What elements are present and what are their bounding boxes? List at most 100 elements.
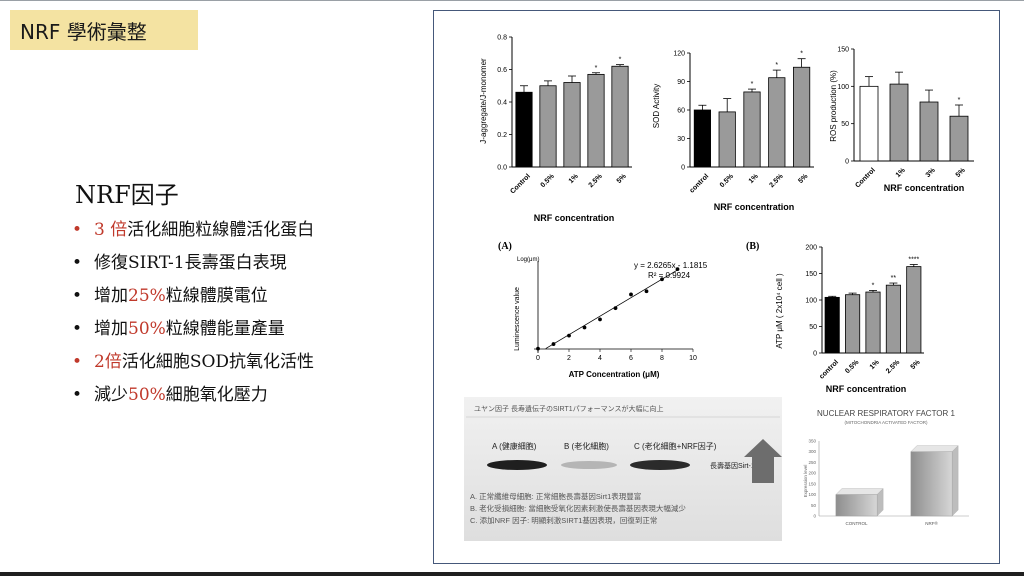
y-tick-label: 50 [809, 324, 817, 331]
y-tick-label: 0 [813, 514, 816, 519]
axis-label-x: NRF concentration [714, 202, 795, 212]
sirt1-blot-figure: ユヤン因子 長寿遺伝子のSIRT1パフォーマンスが大幅に向上 A (健康細胞) … [464, 397, 782, 541]
data-point [660, 277, 664, 282]
bar [515, 91, 533, 168]
slide-heading: NRF因子 [75, 181, 179, 209]
bar [919, 101, 939, 162]
bullet-text: 增加 [94, 319, 128, 339]
y-tick-label: 200 [808, 471, 816, 476]
y-tick-label: 300 [808, 449, 816, 454]
x-tick-label: Control [509, 173, 532, 196]
equation-label: y = 2.6265x - 1.1815 [634, 261, 708, 270]
bar [845, 294, 861, 354]
bullet-item: • 2倍活化細胞SOD抗氧化活性 [72, 346, 314, 379]
bottom-rule [0, 572, 1024, 576]
blot-band-strong [487, 460, 547, 470]
bullet-item: • 減少50%細胞氧化壓力 [72, 379, 314, 412]
y-tick-label: 90 [677, 79, 685, 86]
y-tick-label: 0 [845, 159, 849, 166]
y-tick-label: 0.8 [497, 35, 507, 42]
atp-content-chart: (B) ATP μM ( 2x10⁴ cell ) NRF concentrat… [746, 241, 924, 394]
bar [835, 494, 878, 517]
y-tick-label: 100 [805, 298, 817, 305]
bullet-dot: • [72, 385, 83, 405]
bar [768, 77, 786, 168]
bar [539, 85, 557, 168]
bar [743, 91, 761, 168]
bullet-dot: • [72, 319, 83, 339]
up-arrow-icon [744, 439, 782, 483]
blot-note: C. 添加NRF 因子: 明顯刺激SIRT1基因表現，回復到正常 [470, 515, 657, 525]
y-tick-label: 150 [805, 271, 817, 278]
bar [865, 291, 881, 354]
axis-label-y: Expression level [803, 465, 808, 498]
y-tick-label: 250 [808, 460, 816, 465]
x-tick-label: 5% [616, 172, 629, 185]
y-tick-label: 100 [837, 84, 849, 91]
bullet-text: 修復SIRT-1長壽蛋白表現 [94, 253, 287, 273]
y-tick-label: 0.2 [497, 132, 507, 139]
x-tick-label: 2.5% [768, 172, 785, 189]
x-tick-label: control [689, 173, 711, 195]
panel-label: (B) [746, 241, 759, 252]
x-tick-label: 1% [869, 358, 882, 371]
r2-label: R² = 0.9924 [648, 271, 691, 280]
x-tick-label: control [818, 359, 840, 381]
ros-production-chart: ROS production (%) NRF concentration 0 50… [829, 47, 974, 193]
y-tick-label: 0.0 [497, 165, 507, 172]
bullet-text: 減少 [94, 385, 128, 405]
y-tick-label: 350 [808, 439, 816, 444]
x-tick-label: 5% [797, 172, 810, 185]
y-tick-label: 150 [837, 47, 849, 54]
bullet-dot: • [72, 286, 83, 306]
axis-label-x: ATP Concentration (μM) [569, 370, 660, 379]
x-tick-label: 10 [689, 355, 697, 362]
data-point [567, 333, 571, 338]
bar [949, 115, 969, 162]
y-tick-label: 0 [681, 165, 685, 172]
bar [693, 109, 711, 168]
bullet-text: 粒線體能量產量 [165, 319, 285, 339]
blot-side-label: 長壽基因Sirt-1 [710, 461, 755, 470]
axis-label-y: ATP μM ( 2x10⁴ cell ) [775, 273, 784, 349]
y-tick-label: 50 [811, 503, 817, 508]
blot-note: A. 正常纖維母細胞: 正常細胞長壽基因Sirt1表現豐富 [470, 491, 641, 501]
x-tick-label: 2.5% [885, 358, 902, 375]
y-tick-label: 100 [808, 492, 816, 497]
atp-standard-curve: (A) Log(μm) y = 2.6265x - 1.1815 R² = 0.… [498, 241, 708, 379]
y-tick-label: 120 [673, 51, 685, 58]
x-tick-label: NRF® [925, 520, 938, 526]
figure-canvas: J-aggregate/J-monomer NRF concentration … [464, 35, 974, 541]
axis-label-y: SOD Activity [652, 84, 661, 128]
bar-top-face [835, 488, 884, 495]
blot-lane-label: A (健康細胞) [492, 441, 537, 451]
bullet-highlight: 3 倍 [94, 220, 128, 240]
y-tick-label: 60 [677, 108, 685, 115]
bullet-item: • 增加25%粒線體膜電位 [72, 280, 314, 313]
bullet-highlight: 25% [128, 286, 166, 306]
nrf1-expression-chart: NUCLEAR RESPIRATORY FACTOR 1 (MITOCHONDR… [803, 409, 969, 526]
blot-band-restored [630, 460, 690, 470]
data-point [613, 306, 618, 311]
data-point [675, 267, 680, 271]
axis-label-x: NRF concentration [826, 384, 907, 394]
x-tick-label: 2 [567, 355, 571, 362]
axis-label-y: Luminescence value [514, 287, 521, 351]
bar [859, 85, 879, 162]
x-tick-label: 1% [748, 172, 761, 185]
bar [611, 65, 629, 168]
bar [718, 111, 736, 168]
mito-potential-chart: J-aggregate/J-monomer NRF concentration … [479, 35, 632, 223]
blot-lane-label: C (老化細胞+NRF因子) [634, 441, 717, 451]
y-tick-label: 150 [808, 481, 816, 486]
bullet-text: 活化細胞粒線體活化蛋白 [127, 220, 315, 240]
bullet-dot: • [72, 352, 83, 372]
bar [910, 451, 953, 517]
slide-title: NRF 學術彙整 [20, 19, 147, 44]
bullet-text: 活化細胞SOD抗氧化活性 [121, 352, 315, 372]
bullet-item: • 3 倍活化細胞粒線體活化蛋白 [72, 214, 314, 247]
x-tick-label: 0.5% [540, 172, 557, 189]
x-tick-label: 3% [925, 166, 938, 179]
significance-label: * [872, 282, 875, 289]
figure-panel: J-aggregate/J-monomer NRF concentration … [433, 10, 1000, 564]
